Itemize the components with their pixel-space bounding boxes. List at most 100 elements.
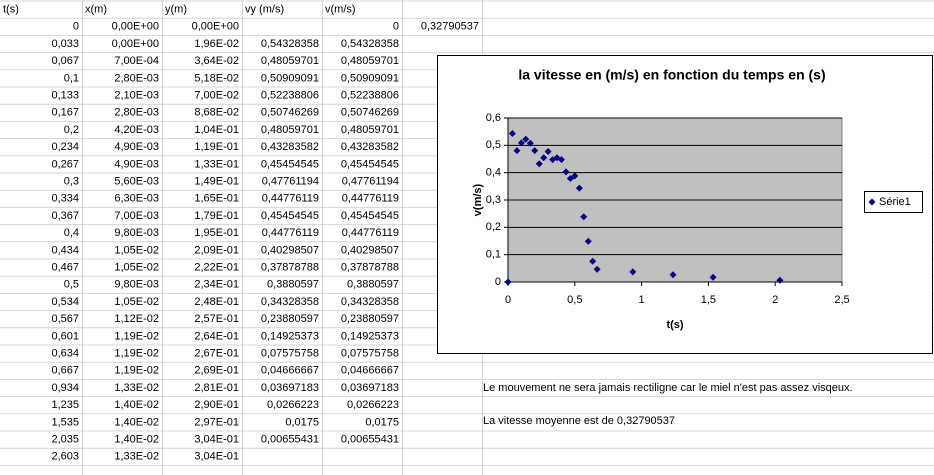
y-tick-label: 0,6 [486,112,501,124]
cell: 0,0175 [285,416,319,428]
cell: 0,0266223 [347,399,399,411]
data-point [508,130,516,138]
cell: 0,00E+00 [192,21,239,33]
chart-title: la vitesse en (m/s) en fonction du temps… [518,67,825,83]
y-tick-label: 0,1 [486,249,501,261]
cell: 0,334 [51,193,79,205]
cell: 0,40298507 [341,244,399,256]
cell: 0,45454545 [341,158,399,170]
cell: 0,23880597 [261,313,319,325]
cell: 0,32790537 [421,21,479,33]
column-header: x(m) [85,4,107,16]
cell: 2,10E-03 [114,90,159,102]
cell: 1,05E-02 [114,296,159,308]
cell: 1,12E-02 [114,313,159,325]
y-tick-label: 0,2 [486,221,501,233]
cell: 1,49E-01 [194,176,239,188]
x-tick-label: 2 [772,294,778,306]
cell: 7,00E-04 [114,55,159,67]
cell: 0,267 [51,158,79,170]
y-tick-label: 0 [495,276,501,288]
cell: 0,48059701 [341,55,399,67]
cell: 0,48059701 [261,124,319,136]
cell: 0,0266223 [267,399,319,411]
cell: 1,19E-02 [114,330,159,342]
cell: 2,34E-01 [194,279,239,291]
x-tick-label: 1 [639,294,645,306]
cell: 0,3880597 [267,279,319,291]
data-point [544,147,552,155]
cell: 0,567 [51,313,79,325]
legend-marker [868,198,876,206]
column-header: vy (m/s) [245,4,284,16]
cell: 0,234 [51,141,79,153]
cell: 1,535 [51,416,79,428]
cell: 0,45454545 [261,210,319,222]
cell: 0,48059701 [261,55,319,67]
cell: 0,0175 [365,416,399,428]
y-tick-label: 0,4 [486,167,501,179]
data-point [584,237,592,245]
data-point [589,257,597,265]
cell: 4,90E-03 [114,158,159,170]
cell: 2,22E-01 [194,262,239,274]
cell: 0,44776119 [342,193,399,205]
data-point [593,265,601,273]
cell: 1,33E-02 [114,451,159,463]
cell: 1,19E-02 [114,348,159,360]
cell: 0,40298507 [261,244,319,256]
cell: 6,30E-03 [114,193,159,205]
cell: 0,47761194 [342,176,399,188]
cell: 0,534 [51,296,79,308]
cell: 0,04666667 [341,365,399,377]
cell: 0,45454545 [261,158,319,170]
cell: 0,14925373 [261,330,319,342]
cell: 0,3880597 [347,279,399,291]
cell: 0,52238806 [341,90,399,102]
cell: 0,50746269 [341,107,399,119]
cell: 2,09E-01 [194,244,239,256]
legend [864,191,923,213]
legend-label: Série1 [879,196,911,208]
x-tick-label: 1,5 [701,294,716,306]
note: Le mouvement ne sera jamais rectiligne c… [483,382,853,394]
cell: 0,44776119 [342,227,399,239]
cell: 1,33E-01 [194,158,239,170]
cell: 0,23880597 [341,313,399,325]
cell: 0,44776119 [262,193,319,205]
data-point [580,213,588,221]
cell: 2,64E-01 [194,330,239,342]
cell: 0,133 [51,90,79,102]
cell: 9,80E-03 [114,227,159,239]
cell: 1,96E-02 [194,38,239,50]
cell: 7,00E-02 [194,90,239,102]
cell: 2,80E-03 [114,107,159,119]
cell: 0,067 [51,55,79,67]
data-point [575,184,583,192]
cell: 0,04666667 [261,365,319,377]
cell: 0,167 [51,107,79,119]
data-point [522,135,530,143]
cell: 0,4 [64,227,79,239]
cell: 0,601 [51,330,79,342]
cell: 1,05E-02 [114,244,159,256]
cell: 3,04E-01 [194,451,239,463]
cell: 2,81E-01 [194,382,239,394]
cell: 0,934 [51,382,79,394]
y-tick-label: 0,3 [486,194,501,206]
cell: 2,67E-01 [194,348,239,360]
cell: 1,40E-02 [114,434,159,446]
data-point [571,172,579,180]
cell: 0,2 [64,124,79,136]
cell: 0,14925373 [341,330,399,342]
column-header: y(m) [165,4,187,16]
x-axis-label: t(s) [666,319,683,331]
cell: 1,04E-01 [194,124,239,136]
cell: 4,90E-03 [114,141,159,153]
cell: 0,50746269 [261,107,319,119]
cell: 0 [393,21,399,33]
cell: 0,37878788 [341,262,399,274]
data-point [513,147,521,155]
cell: 0,48059701 [341,124,399,136]
